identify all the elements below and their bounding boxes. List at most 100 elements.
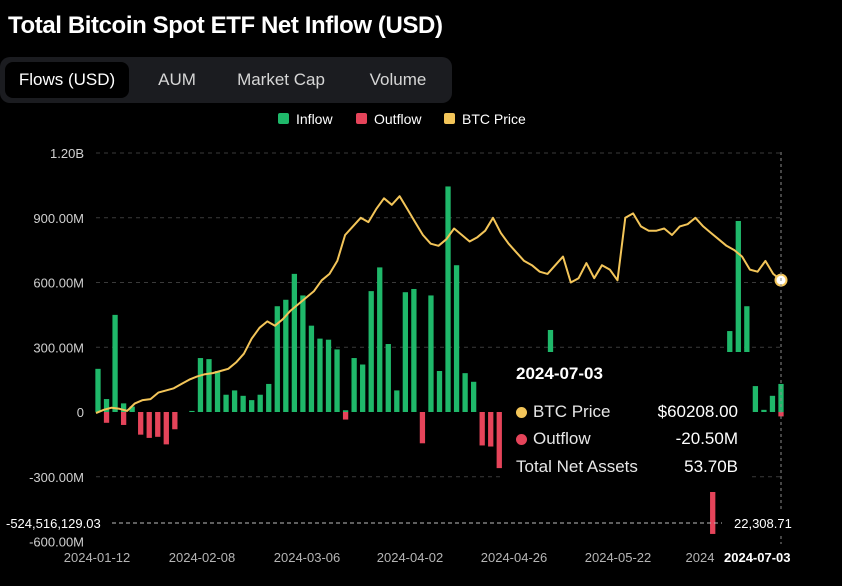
outflow-bar: [342, 412, 349, 420]
y-tick-label: 600.00M: [33, 276, 84, 291]
legend-swatch-inflow: [278, 113, 289, 124]
x-tick-label: 2024-03-06: [274, 550, 341, 565]
y-tick-label: 1.20B: [50, 146, 84, 161]
tooltip-row-total-net-assets: Total Net Assets 53.70B: [516, 457, 738, 481]
y-tick-label: -600.00M: [29, 535, 84, 550]
inflow-bar: [402, 292, 408, 412]
crosshair-y-label: -524,516,129.03: [6, 516, 101, 531]
x-tick-label: 2024-05-22: [585, 550, 652, 565]
outflow-bar: [419, 412, 426, 444]
x-tick-label: 2024-01-12: [64, 550, 131, 565]
outflow-bar: [155, 412, 161, 437]
tooltip-card: 2024-07-03 BTC Price $60208.00 Outflow -…: [504, 352, 750, 492]
inflow-bar: [778, 383, 784, 412]
outflow-bar: [488, 412, 494, 447]
outflow-bar: [496, 412, 502, 469]
legend-swatch-outflow: [356, 113, 367, 124]
tab-market-cap[interactable]: Market Cap: [237, 70, 325, 89]
outflow-bar: [172, 412, 178, 430]
inflow-bar: [112, 314, 118, 412]
x-axis-ticks: 2024-01-12 2024-02-08 2024-03-06 2024-04-02…: [64, 550, 715, 565]
inflow-bar: [453, 265, 460, 412]
inflow-bar: [752, 386, 759, 412]
inflow-bar: [257, 394, 263, 412]
tooltip-value: 53.70B: [684, 457, 738, 476]
tooltip-value: $60208.00: [657, 402, 738, 421]
crosshair-btc-label-bg: [722, 512, 810, 534]
inflow-bar: [411, 288, 417, 412]
outflow-bar: [163, 412, 169, 445]
inflow-bar: [266, 383, 272, 412]
outflow-dot-icon: [516, 434, 527, 445]
inflow-bar: [428, 295, 434, 412]
outflow-bar: [138, 412, 144, 435]
inflow-bar: [462, 373, 468, 412]
legend-label-btc-price: BTC Price: [462, 111, 526, 127]
x-tick-label: 2024-04-26: [481, 550, 548, 565]
y-tick-label: -300.00M: [29, 470, 84, 485]
inflow-bar: [445, 186, 451, 412]
crosshair-btc-label: 22,308.71: [734, 516, 792, 531]
inflow-bar: [735, 220, 741, 412]
inflow-bar: [368, 291, 374, 412]
y-tick-label: 900.00M: [33, 211, 84, 226]
inflow-bar: [249, 400, 255, 412]
chart-legend: Inflow Outflow BTC Price: [278, 111, 526, 127]
tooltip-value: -20.50M: [675, 429, 738, 448]
inflow-bar: [223, 394, 229, 412]
inflow-bar: [394, 390, 400, 412]
tooltip-date: 2024-07-03: [516, 364, 603, 383]
inflow-bar: [308, 325, 315, 412]
inflow-bar: [197, 358, 204, 412]
tab-flows[interactable]: Flows (USD): [5, 62, 129, 98]
tooltip-label: BTC Price: [533, 402, 611, 421]
outflow-bar: [778, 412, 784, 417]
tooltip-row-btc-price: BTC Price $60208.00: [516, 402, 738, 426]
inflow-bar: [377, 267, 383, 412]
inflow-bar: [231, 390, 238, 412]
inflow-bar: [300, 295, 306, 412]
inflow-bar: [214, 370, 221, 412]
btc-price-path: [95, 195, 782, 415]
y-axis-ticks: 1.20B 900.00M 600.00M 300.00M 0 -300.00M -600.…: [29, 146, 84, 550]
inflow-bar: [325, 339, 332, 412]
outflow-bar: [103, 412, 110, 423]
inflow-bar: [317, 338, 323, 412]
x-tick-label: 2024-04-02: [377, 550, 444, 565]
tooltip-label: Outflow: [533, 429, 591, 448]
inflow-bar: [240, 395, 246, 412]
tab-aum[interactable]: AUM: [158, 70, 196, 89]
tooltip-row-outflow: Outflow -20.50M: [516, 429, 738, 453]
crosshair: -524,516,129.03 22,308.71: [0, 152, 810, 544]
legend-label-outflow: Outflow: [374, 111, 422, 127]
tab-volume[interactable]: Volume: [369, 70, 427, 89]
outflow-bar: [146, 412, 152, 438]
inflow-bar: [189, 410, 195, 412]
view-tabs: Flows (USD) AUM Market Cap Volume: [0, 57, 452, 103]
inflow-bar: [351, 358, 357, 412]
inflow-bar: [120, 403, 127, 412]
page-title: Total Bitcoin Spot ETF Net Inflow (USD): [8, 12, 443, 39]
inflow-bar: [471, 381, 477, 412]
legend-swatch-btc-price: [444, 113, 455, 124]
inflow-bar: [95, 368, 101, 412]
inflow-bar: [334, 349, 340, 412]
crosshair-date: 2024-07-03: [716, 545, 806, 567]
tooltip-label: Total Net Assets: [516, 457, 638, 476]
crosshair-date-label: 2024-07-03: [724, 550, 791, 565]
inflow-bar: [274, 306, 280, 412]
x-tick-label: 2024: [686, 550, 715, 565]
crosshair-y-label-bg: [0, 512, 112, 534]
inflow-bar: [283, 299, 289, 412]
inflow-bar: [385, 344, 391, 412]
y-tick-label: 0: [77, 405, 84, 420]
y-tick-label: 300.00M: [33, 340, 84, 355]
inflow-bar: [103, 399, 110, 412]
inflow-bar: [436, 370, 443, 412]
inflow-bar: [360, 364, 366, 412]
legend-label-inflow: Inflow: [296, 111, 333, 127]
inflow-bar: [206, 359, 212, 412]
inflow-bar: [769, 395, 776, 412]
inflow-bar: [291, 273, 298, 412]
